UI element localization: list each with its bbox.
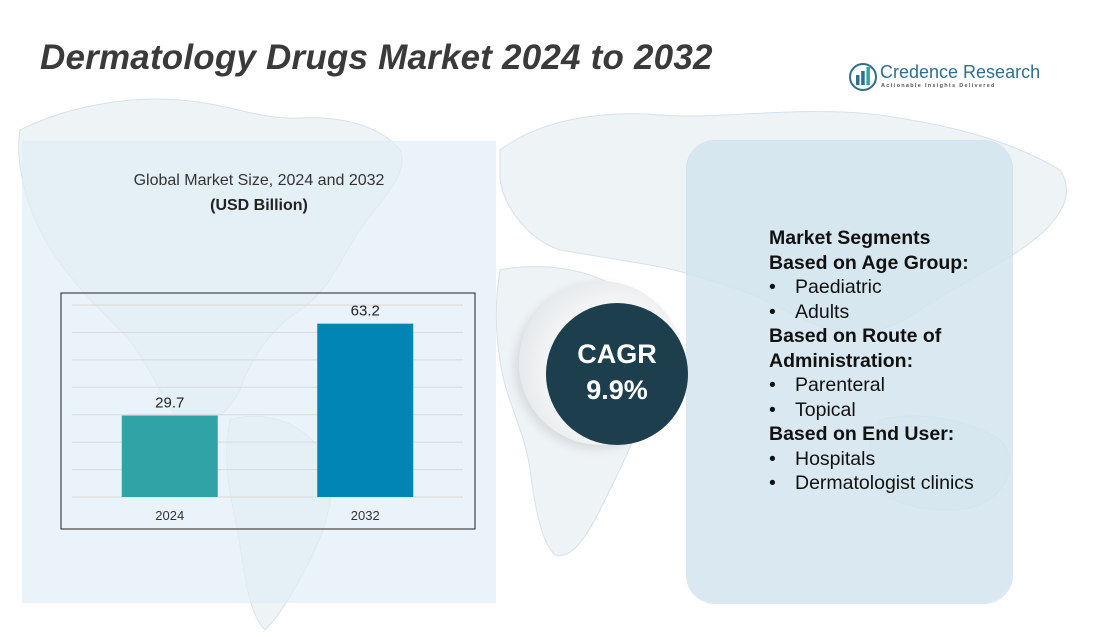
cagr-badge: CAGR 9.9%	[546, 303, 688, 445]
segment-item: • Dermatologist clinics	[769, 471, 974, 496]
segment-heading: Based on Route of	[769, 325, 942, 347]
segment-heading: Administration:	[769, 349, 914, 372]
segment-item: • Parenteral	[769, 373, 974, 398]
segment-item: • Hospitals	[769, 447, 974, 472]
cagr-label: CAGR	[577, 339, 657, 369]
bullet-icon: •	[769, 398, 776, 421]
page-title: Dermatology Drugs Market 2024 to 2032	[40, 38, 713, 77]
segment-item-label: Parenteral	[795, 374, 885, 396]
segment-heading: Based on End User:	[769, 423, 955, 445]
bullet-icon: •	[769, 472, 776, 494]
chart-unit: (USD Billion)	[210, 197, 308, 214]
bar-value-label: 29.7	[155, 395, 184, 412]
market-segments-list: Market Segments Based on Age Group: • Paedi…	[769, 226, 974, 496]
cagr-value: 9.9%	[586, 375, 648, 405]
segment-heading: Based on Age Group:	[769, 251, 969, 274]
bullet-icon: •	[769, 300, 776, 323]
segment-item-label: Hospitals	[795, 447, 876, 470]
logo-name: Credence Research	[880, 62, 1041, 82]
chart-bars: 29.7 2024 63.2 2032	[121, 303, 414, 523]
company-logo: Credence Research Actionable Insights De…	[848, 60, 1048, 96]
bullet-icon: •	[769, 276, 776, 298]
bar-value-label: 63.2	[351, 303, 380, 320]
logo-tagline: Actionable Insights Delivered	[881, 83, 996, 89]
chart-title: Global Market Size, 2024 and 2032	[133, 172, 385, 189]
bar-2024	[121, 415, 218, 497]
x-tick-label: 2032	[351, 508, 380, 523]
bar-chart-logo-icon	[849, 63, 877, 91]
segment-item: • Adults	[769, 300, 974, 325]
x-tick-label: 2024	[155, 508, 184, 523]
segment-item-label: Topical	[795, 398, 856, 421]
segment-heading: Market Segments	[769, 227, 931, 249]
segment-item-label: Dermatologist clinics	[795, 472, 974, 494]
segment-item-label: Paediatric	[795, 276, 882, 298]
segments-panel	[687, 141, 1012, 603]
market-size-panel	[22, 141, 496, 603]
chart-frame	[60, 292, 476, 530]
bullet-icon: •	[769, 447, 776, 470]
segment-item-label: Adults	[795, 300, 850, 323]
bar-2032	[317, 323, 414, 497]
segment-item: • Topical	[769, 398, 974, 423]
segment-item: • Paediatric	[769, 275, 974, 300]
bullet-icon: •	[769, 374, 776, 396]
